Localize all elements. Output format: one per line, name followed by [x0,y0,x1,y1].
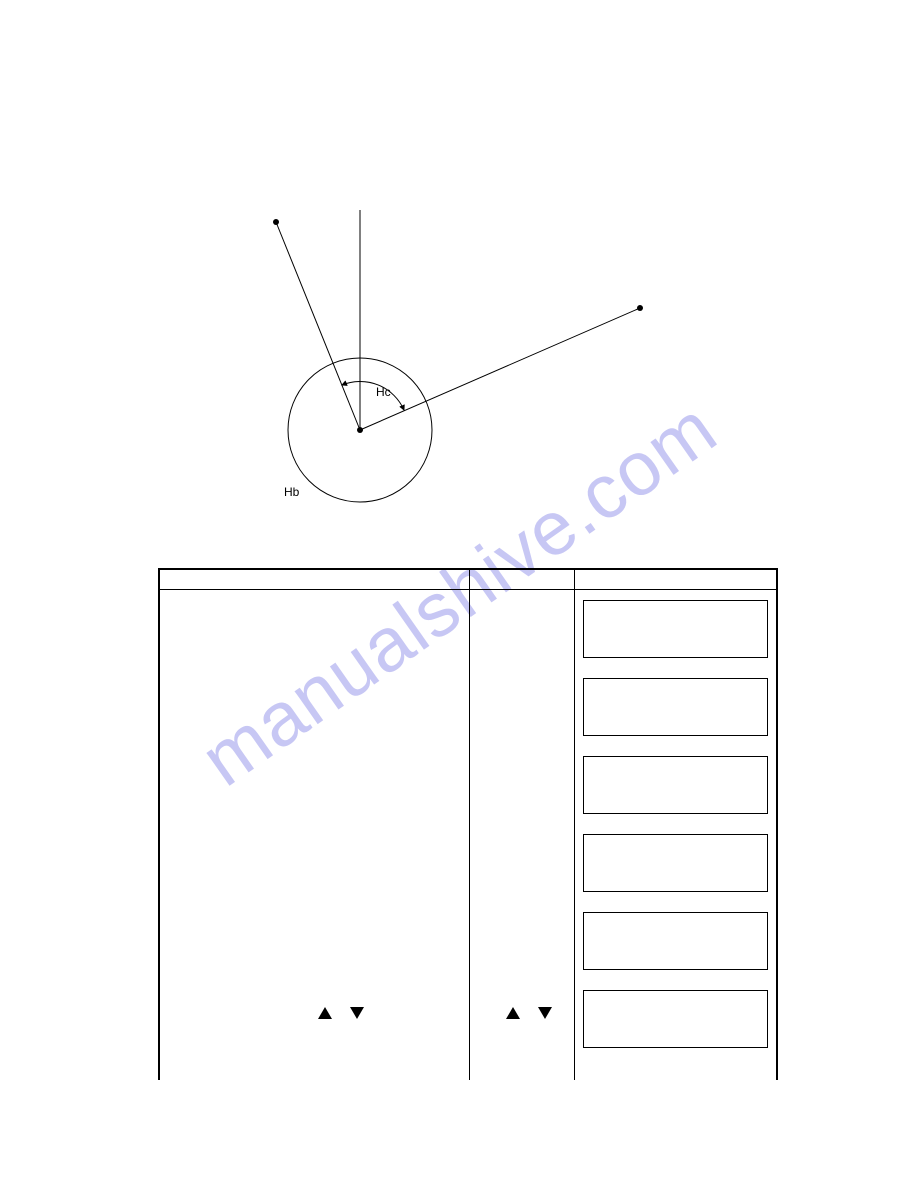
body-cell-left [160,590,470,1080]
right-box-5 [583,912,768,970]
arrow-up-icon [506,1007,520,1019]
table-header-row [160,570,776,590]
ray-left [276,222,360,430]
label-hc: Hc [376,385,391,399]
header-cell-mid [470,570,575,589]
arrow-down-icon [350,1007,364,1019]
arrow-pair-mid [506,1004,552,1022]
arrow-up-icon [318,1007,332,1019]
body-cell-mid [470,590,575,1080]
arrow-pair-left [318,1004,364,1022]
right-box-2 [583,678,768,736]
angle-arc-hc [342,381,404,410]
lower-table-panel [158,568,778,1080]
body-cell-right [575,590,776,1080]
center-dot [357,427,363,433]
angle-diagram: Hc Hb [220,180,680,560]
right-box-4 [583,834,768,892]
right-box-3 [583,756,768,814]
label-hb: Hb [284,485,300,499]
header-cell-right [575,570,776,589]
ray-right-endpoint [637,305,643,311]
ray-right [360,308,640,430]
header-cell-left [160,570,470,589]
right-box-6 [583,990,768,1048]
arrow-down-icon [538,1007,552,1019]
ray-left-endpoint [273,219,279,225]
right-box-1 [583,600,768,658]
table-body-row [160,590,776,1080]
